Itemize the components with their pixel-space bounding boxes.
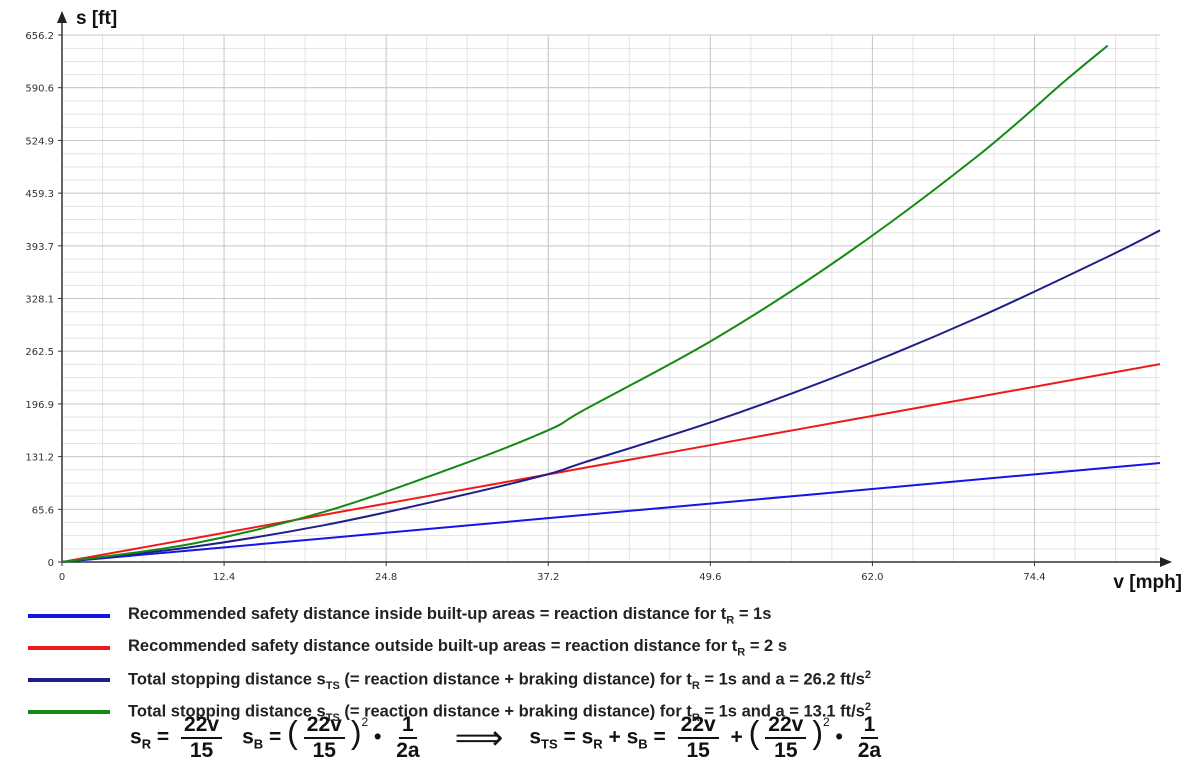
x-tick-label: 12.4 (213, 572, 235, 583)
x-tick-label: 0 (59, 572, 65, 583)
y-tick-label: 590.6 (25, 84, 54, 95)
y-tick-label: 328.1 (25, 295, 54, 306)
legend-item: Recommended safety distance inside built… (28, 600, 1178, 632)
series-line (61, 363, 1161, 563)
formula-braking-distance: sB = (22v 15)2 • 1 2a (242, 713, 428, 763)
y-axis-arrow-icon (57, 11, 67, 23)
legend-swatch (28, 614, 110, 618)
legend-item: Total stopping distance sTS (= reaction … (28, 664, 1178, 696)
x-tick-label: 74.4 (1023, 572, 1045, 583)
grid (62, 34, 1160, 562)
chart: 0 12.4 24.8 37.2 49.6 62.0 74.4 0 65.6 131.2 196.9… (25, 8, 1182, 593)
x-tick-label: 62.0 (861, 572, 883, 583)
legend-label: Total stopping distance sTS (= reaction … (128, 668, 872, 692)
legend-label: Total stopping distance sTS (= reaction … (128, 700, 872, 724)
legend-item: Total stopping distance sTS (= reaction … (28, 696, 1178, 728)
y-tick-label: 131.2 (25, 453, 54, 464)
y-tick-label: 196.9 (25, 400, 54, 411)
tick-labels: 0 12.4 24.8 37.2 49.6 62.0 74.4 0 65.6 131.2 196.9… (25, 31, 1045, 583)
formula-total-stopping-distance: sTS = sR + sB = 22v 15 + (22v 15)2 • 1 2a (529, 713, 890, 763)
formula-reaction-distance: sR = 22v 15 (130, 713, 228, 763)
y-axis-label: s [ft] (76, 8, 117, 29)
y-tick-label: 656.2 (25, 31, 54, 42)
fraction: 1 2a (396, 713, 420, 762)
formulas: sR = 22v 15 sB = (22v 15)2 • 1 2a ⟹ sTS = s… (130, 712, 890, 764)
legend-swatch (28, 710, 110, 714)
series-lines (61, 44, 1161, 563)
fraction: 22v 15 (181, 713, 223, 763)
y-tick-label: 393.7 (25, 242, 54, 253)
series-line (61, 44, 1109, 563)
legend: Recommended safety distance inside built… (28, 600, 1178, 728)
legend-item: Recommended safety distance outside buil… (28, 632, 1178, 664)
fraction: 1 2a (857, 713, 882, 762)
legend-label: Recommended safety distance outside buil… (128, 637, 787, 659)
x-tick-label: 37.2 (537, 572, 559, 583)
legend-swatch (28, 678, 110, 682)
x-axis-arrow-icon (1160, 557, 1172, 567)
y-tick-label: 524.9 (25, 136, 54, 147)
x-axis-label: v [mph] (1113, 572, 1182, 593)
y-tick-label: 459.3 (25, 189, 54, 200)
fraction: 22v 15 (677, 713, 719, 763)
legend-swatch (28, 646, 110, 650)
series-line (61, 229, 1161, 563)
x-tick-label: 24.8 (375, 572, 397, 583)
fraction: 22v 15 (303, 713, 345, 763)
y-tick-label: 65.6 (32, 505, 54, 516)
fraction: 22v 15 (765, 713, 807, 763)
implies-arrow-icon: ⟹ (454, 719, 504, 757)
y-tick-label: 0 (48, 558, 54, 569)
legend-label: Recommended safety distance inside built… (128, 605, 772, 627)
axes (57, 11, 1172, 567)
y-tick-label: 262.5 (25, 347, 54, 358)
x-tick-label: 49.6 (699, 572, 721, 583)
series-line (61, 462, 1161, 563)
